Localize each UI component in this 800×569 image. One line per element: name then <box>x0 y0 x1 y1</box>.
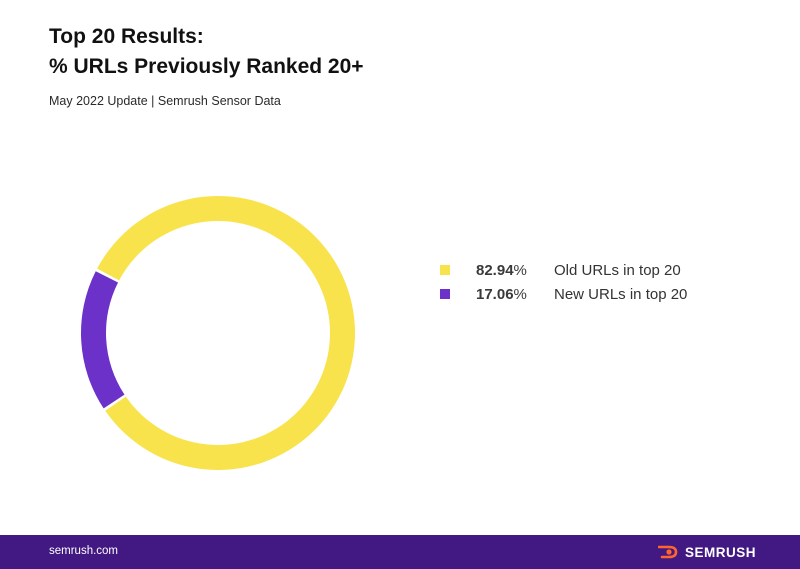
legend-swatch-old-urls <box>440 265 450 275</box>
legend-label-old-urls: Old URLs in top 20 <box>554 261 681 279</box>
brand-logo: SEMRUSH <box>657 544 756 560</box>
legend-item-old-urls: 82.94% Old URLs in top 20 <box>440 258 687 282</box>
chart-title-line-2: % URLs Previously Ranked 20+ <box>49 55 364 78</box>
footer-bar: semrush.com SEMRUSH <box>0 535 800 569</box>
legend-value-old-urls: 82.94% <box>476 262 554 279</box>
brand-name: SEMRUSH <box>684 544 756 560</box>
legend-swatch-new-urls <box>440 289 450 299</box>
legend-label-new-urls: New URLs in top 20 <box>554 285 688 303</box>
chart-subtitle: May 2022 Update | Semrush Sensor Data <box>49 94 281 108</box>
legend-unit-new-urls: % <box>513 285 527 303</box>
chart-title-line-1: Top 20 Results: <box>49 25 204 48</box>
semrush-flame-icon <box>657 545 678 559</box>
chart-title: Top 20 Results: % URLs Previously Ranked… <box>49 22 364 82</box>
donut-slice-new-urls <box>80 271 125 409</box>
footer-url: semrush.com <box>49 545 119 557</box>
chart-legend: 82.94% Old URLs in top 20 17.06% New URLs i… <box>440 258 687 306</box>
legend-unit-old-urls: % <box>513 261 527 279</box>
legend-number-old-urls: 82.94 <box>476 261 514 279</box>
legend-item-new-urls: 17.06% New URLs in top 20 <box>440 282 687 306</box>
legend-number-new-urls: 17.06 <box>476 285 514 303</box>
donut-slice-old-urls <box>97 196 356 471</box>
legend-value-new-urls: 17.06% <box>476 286 554 303</box>
